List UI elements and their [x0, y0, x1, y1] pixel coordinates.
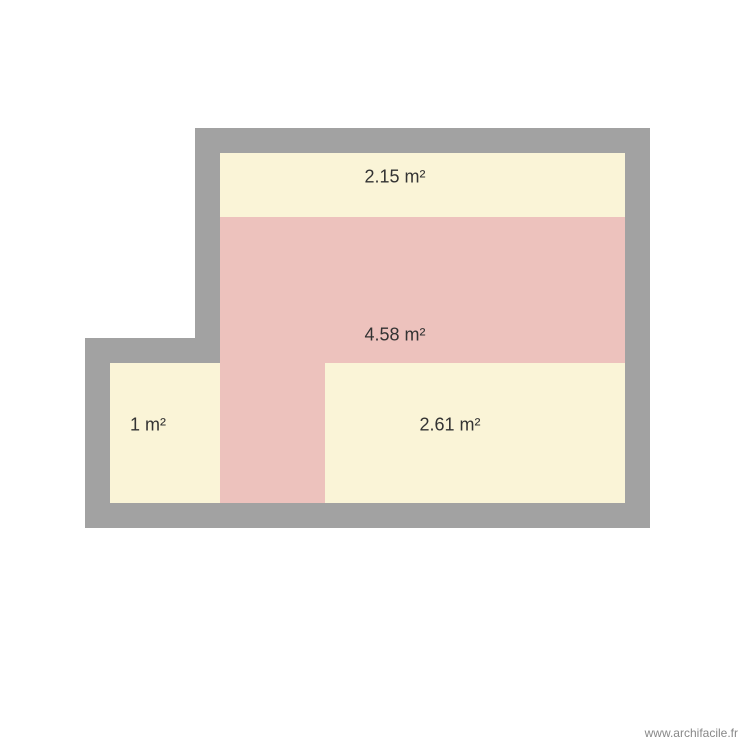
floorplan-canvas: 2.15 m² 4.58 m² 1 m² 2.61 m²: [0, 0, 750, 750]
room-label-room-middle: 4.58 m²: [364, 325, 425, 346]
room-label-room-left: 1 m²: [130, 415, 166, 436]
wall-segment-1: [625, 128, 650, 528]
wall-segment-2: [195, 128, 220, 343]
wall-segment-0: [195, 128, 650, 153]
wall-segment-5: [85, 503, 650, 528]
watermark-text: www.archifacile.fr: [645, 726, 738, 740]
wall-segment-4: [85, 338, 110, 528]
room-label-room-top: 2.15 m²: [364, 167, 425, 188]
room-label-room-right: 2.61 m²: [419, 415, 480, 436]
room-room-middle: [220, 363, 325, 503]
